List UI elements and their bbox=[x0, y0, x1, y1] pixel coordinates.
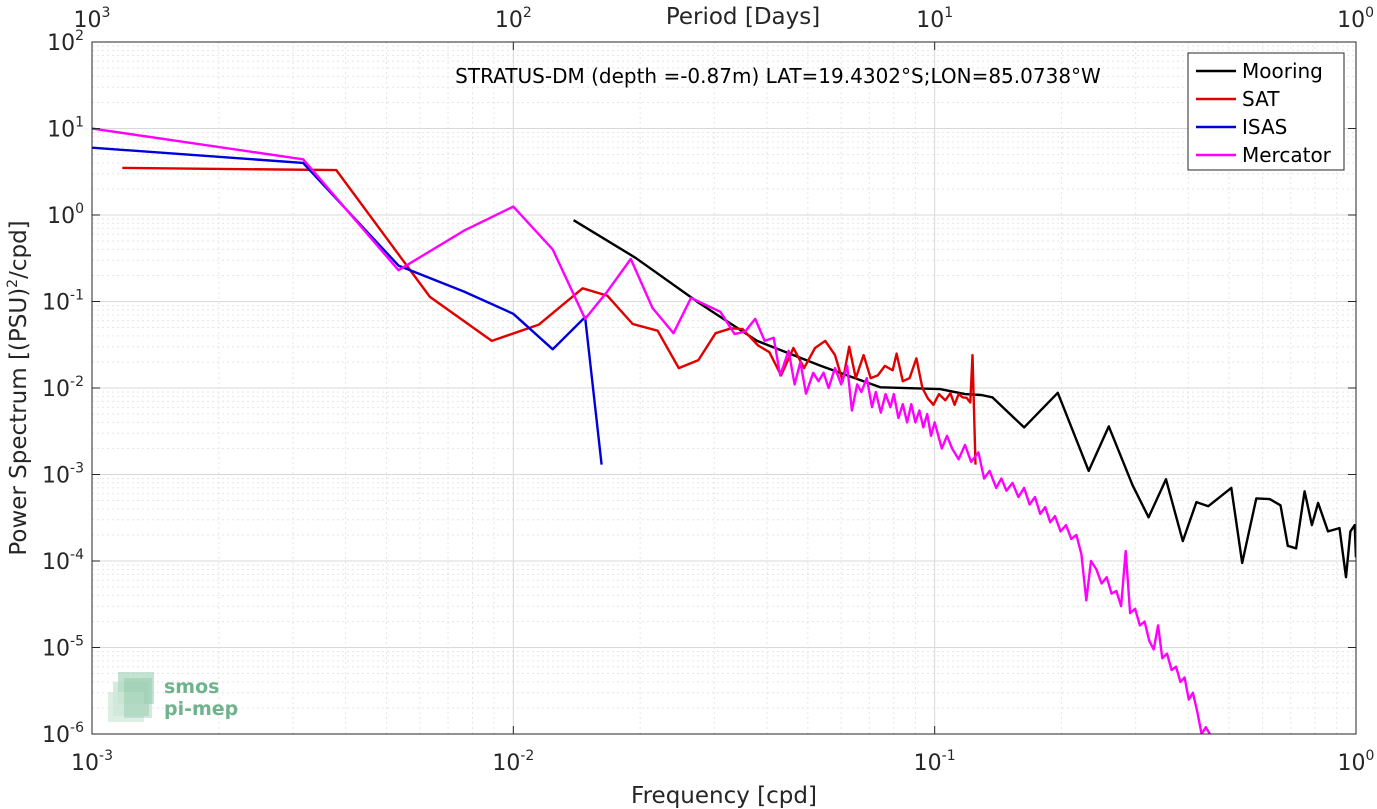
y-tick-label: 10-4 bbox=[42, 547, 84, 575]
logo-mark-icon bbox=[108, 672, 154, 722]
logo-line1: smos bbox=[164, 676, 219, 698]
series-line-mercator bbox=[92, 127, 1211, 734]
y-tick-label: 10-3 bbox=[42, 461, 84, 489]
y-tick-label: 100 bbox=[47, 201, 84, 229]
x2-tick-labels: 103 102 101 100 bbox=[74, 5, 1374, 33]
x2-tick-label: 103 bbox=[74, 5, 111, 33]
x-tick-labels: 10-3 10-2 10-1 100 bbox=[71, 748, 1374, 776]
y-tick-label: 10-2 bbox=[42, 374, 84, 402]
y-tick-label: 10-5 bbox=[42, 634, 84, 662]
series-line-mooring bbox=[572, 219, 1356, 579]
legend-box bbox=[1187, 52, 1345, 171]
y-tick-labels: 102 101 100 10-1 10-2 10-3 10-4 10-5 10-6 bbox=[42, 28, 84, 748]
x2-tick-label: 100 bbox=[1337, 5, 1374, 33]
x-tick-label: 10-2 bbox=[492, 748, 534, 776]
smos-pimep-logo: smos pi-mep bbox=[108, 672, 238, 722]
x2-tick-label: 101 bbox=[916, 5, 953, 33]
legend-label-sat: SAT bbox=[1242, 87, 1280, 111]
y-tick-label: 10-1 bbox=[42, 288, 84, 316]
y-tick-label: 10-6 bbox=[42, 720, 84, 748]
x-axis-label: Frequency [cpd] bbox=[631, 783, 817, 809]
x2-axis-label: Period [Days] bbox=[666, 4, 820, 30]
y-tick-label: 102 bbox=[47, 28, 84, 56]
x-tick-label: 10-1 bbox=[914, 748, 956, 776]
legend-label-mercator: Mercator bbox=[1242, 143, 1332, 167]
legend-label-mooring: Mooring bbox=[1242, 59, 1323, 83]
x-tick-label: 100 bbox=[1338, 748, 1375, 776]
legend-label-isas: ISAS bbox=[1242, 115, 1287, 139]
legend: Mooring SAT ISAS Mercator bbox=[1187, 52, 1345, 171]
series-layer bbox=[92, 127, 1356, 734]
logo-line2: pi-mep bbox=[164, 698, 238, 720]
x-tick-label: 10-3 bbox=[71, 748, 113, 776]
series-line-isas bbox=[92, 146, 603, 465]
y-tick-label: 101 bbox=[47, 115, 84, 143]
x2-tick-label: 102 bbox=[495, 5, 532, 33]
y-axis-label: Power Spectrum [(PSU)2/cpd] bbox=[5, 220, 32, 555]
series-line-sat bbox=[122, 166, 977, 465]
chart-title: STRATUS-DM (depth =-0.87m) LAT=19.4302°S… bbox=[455, 64, 1101, 88]
tick-marks bbox=[91, 41, 1357, 735]
